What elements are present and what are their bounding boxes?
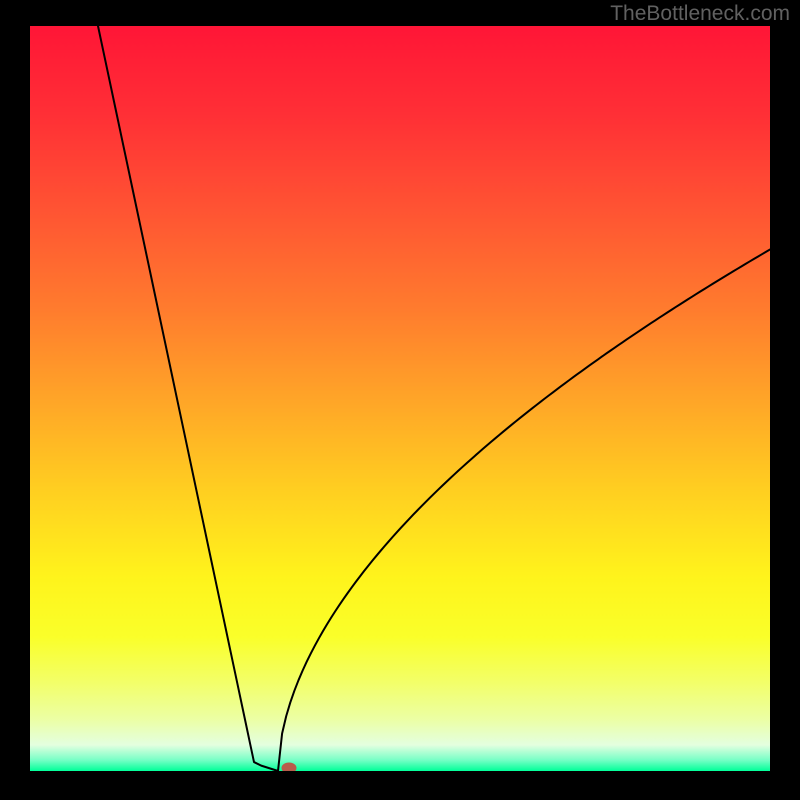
watermark-text: TheBottleneck.com [610,2,790,26]
plot-area [30,26,770,771]
chart-stage: TheBottleneck.com [0,0,800,800]
gradient-background [30,26,770,771]
